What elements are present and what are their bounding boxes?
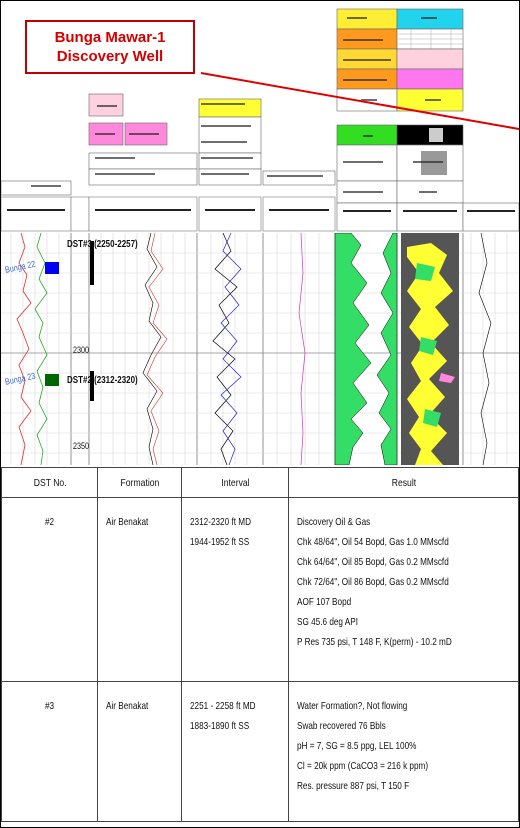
result-line: Chk 48/64", Oil 54 Bopd, Gas 1.0 MMscfd	[297, 536, 449, 548]
result-line: Water Formation?, Not flowing	[297, 700, 408, 712]
cell-formation: Air Benakat	[97, 681, 183, 822]
result-line: Chk 64/64", Oil 85 Bopd, Gas 0.2 MMscfd	[297, 556, 449, 568]
result-line: SG 45.6 deg API	[297, 616, 359, 628]
result-line: Res. pressure 887 psi, T 150 F	[297, 780, 410, 792]
callout-line-2: Discovery Well	[56, 48, 164, 65]
result-line: Chk 72/64", Oil 86 Bopd, Gas 0.2 MMscfd	[297, 576, 449, 588]
result-line: Swab recovered 76 Bbls	[297, 720, 386, 732]
interval-md: 2251 - 2258 ft MD	[190, 700, 256, 712]
cell-result: Discovery Oil & Gas Chk 48/64", Oil 54 B…	[288, 497, 519, 682]
table-row: #2 Air Benakat 2312-2320 ft MD 1944-1952…	[0, 497, 519, 682]
formation-value: Air Benakat	[106, 516, 149, 528]
result-line: P Res 735 psi, T 148 F, K(perm) - 10.2 m…	[297, 636, 452, 648]
result-line: Cl = 20k ppm (CaCO3 = 216 k ppm)	[297, 760, 429, 772]
table-row: #3 Air Benakat 2251 - 2258 ft MD 1883-18…	[0, 681, 519, 822]
cell-interval: 2312-2320 ft MD 1944-1952 ft SS	[181, 497, 290, 682]
header-formation: Formation	[104, 467, 175, 498]
formation-value: Air Benakat	[106, 700, 149, 712]
result-line: AOF 107 Bopd	[297, 596, 352, 608]
discovery-well-callout: Bunga Mawar-1 Discovery Well	[25, 20, 195, 74]
dst-no-value: #2	[44, 516, 54, 528]
dst-no-value: #3	[44, 700, 54, 712]
cell-interval: 2251 - 2258 ft MD 1883-1890 ft SS	[181, 681, 290, 822]
cell-formation: Air Benakat	[97, 497, 183, 682]
header-result: Result	[308, 467, 499, 498]
table-header-row: DST No. Formation Interval Result	[2, 467, 519, 498]
depth-label-2350: 2350	[73, 441, 90, 451]
header-dst-no: DST No.	[9, 467, 90, 498]
result-line: pH = 7, SG = 8.5 ppg, LEL 100%	[297, 740, 417, 752]
depth-label-2300: 2300	[73, 345, 90, 355]
callout-line-1: Bunga Mawar-1	[54, 29, 166, 46]
interval-ss: 1883-1890 ft SS	[190, 720, 250, 732]
cell-dst-no: #3	[0, 681, 99, 822]
interval-md: 2312-2320 ft MD	[190, 516, 252, 528]
cell-result: Water Formation?, Not flowing Swab recov…	[288, 681, 519, 822]
dst-marker-3: DST#3 (2250-2257)	[67, 239, 138, 250]
cell-dst-no: #2	[0, 497, 99, 682]
result-line: Discovery Oil & Gas	[297, 516, 371, 528]
header-interval: Interval	[190, 467, 280, 498]
log-header-graphic	[1, 8, 519, 232]
dst-marker-2: DST#2 (2312-2320)	[67, 375, 138, 386]
interval-ss: 1944-1952 ft SS	[190, 536, 250, 548]
log-tracks-graphic	[1, 233, 519, 465]
dst-results-table: DST No. Formation Interval Result #2 Air…	[0, 467, 519, 822]
